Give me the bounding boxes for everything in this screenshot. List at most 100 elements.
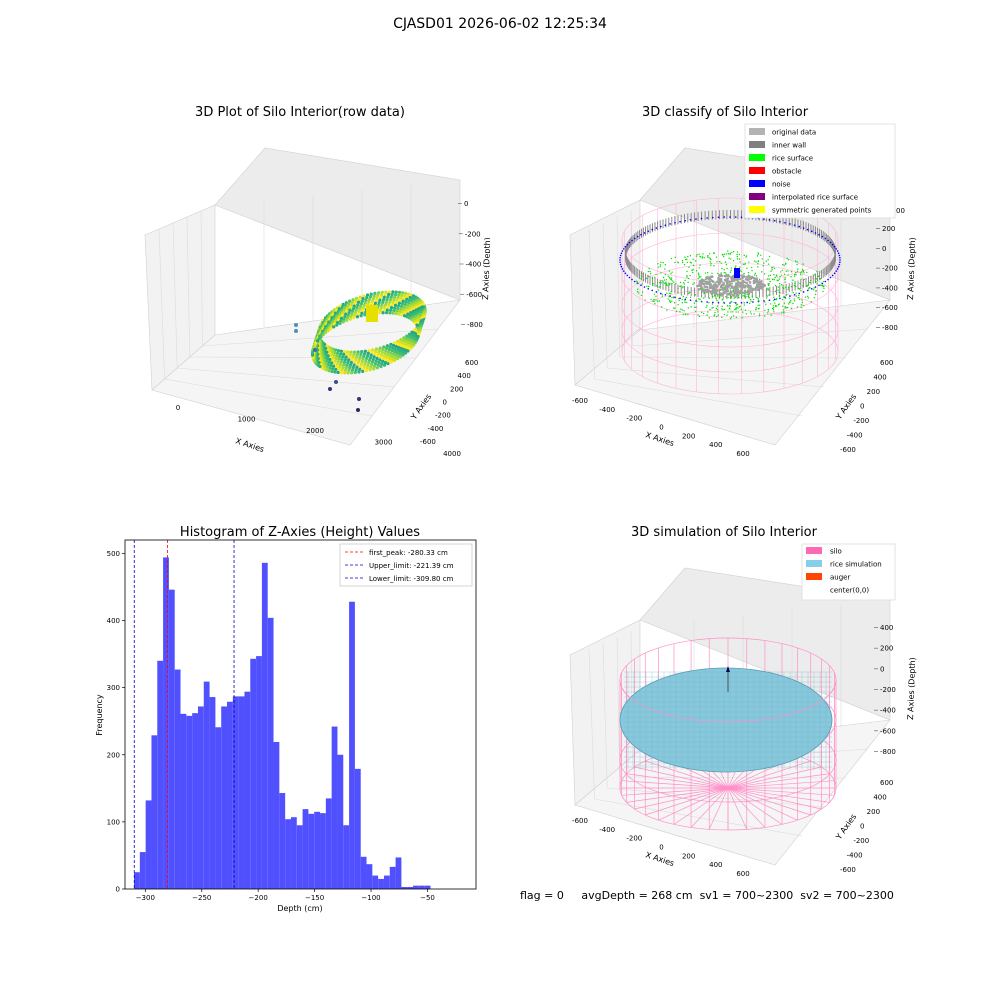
inner-wall-point xyxy=(639,270,641,273)
rice-surface-point xyxy=(786,306,789,309)
rice-surface-point xyxy=(692,268,694,271)
noise-point xyxy=(734,216,737,218)
inner-wall-point xyxy=(744,295,746,299)
noise-point xyxy=(831,243,834,246)
rice-surface-point xyxy=(667,298,669,300)
raw-plot-z-label: Z Axies (Depth) xyxy=(481,237,490,300)
raw-point xyxy=(375,356,379,361)
inner-wall-point xyxy=(791,288,793,292)
inner-wall-point xyxy=(833,249,835,253)
inner-wall-point xyxy=(824,238,826,242)
rice-surface-point xyxy=(706,304,708,307)
noise-point xyxy=(779,220,781,223)
raw-point xyxy=(363,349,367,353)
rice-surface-point xyxy=(736,251,739,253)
inner-wall-point xyxy=(726,216,728,220)
rice-surface-point xyxy=(670,277,673,279)
raw-point xyxy=(375,296,379,300)
raw-point xyxy=(402,296,406,301)
rice-surface-point xyxy=(651,277,654,280)
rice-surface-point xyxy=(783,302,786,304)
rice-surface-point xyxy=(684,256,686,258)
rice-surface-point xyxy=(696,253,698,256)
rice-surface-point xyxy=(764,301,766,303)
noise-point xyxy=(814,286,817,288)
inner-wall-point xyxy=(765,290,767,294)
z-tick-label: 00 xyxy=(896,207,905,215)
rice-surface-point xyxy=(732,260,735,262)
inner-wall-point xyxy=(628,265,630,269)
rice-surface-point xyxy=(739,261,741,263)
inner-wall-point xyxy=(683,285,685,289)
raw-point xyxy=(378,308,382,312)
rice-surface-point xyxy=(717,295,719,297)
raw-point xyxy=(348,299,352,303)
rice-surface-point xyxy=(798,298,801,301)
inner-wall-point xyxy=(827,238,829,242)
rice-surface-point xyxy=(661,295,663,297)
inner-wall-point xyxy=(662,225,664,229)
inner-wall-point xyxy=(719,213,721,217)
raw-point xyxy=(339,360,343,364)
raw-outlier-point xyxy=(294,323,298,327)
inner-wall-point xyxy=(791,282,793,286)
inner-wall-point xyxy=(674,286,676,290)
raw-point xyxy=(348,353,352,357)
inner-wall-point xyxy=(647,231,649,235)
rice-surface-point xyxy=(784,278,786,281)
rice-surface-point xyxy=(637,292,640,294)
raw-point xyxy=(353,301,357,306)
inner-wall-point xyxy=(825,233,827,237)
noise-point xyxy=(837,265,840,268)
rice-surface-point xyxy=(800,304,802,306)
rice-surface-point xyxy=(687,314,689,316)
noise-point xyxy=(717,301,720,304)
rice-surface-point xyxy=(706,314,708,316)
rice-surface-point xyxy=(730,295,732,298)
inner-wall-point xyxy=(629,241,631,245)
grid-line xyxy=(200,210,203,347)
noise-point xyxy=(806,228,809,231)
inner-wall-point xyxy=(800,223,802,227)
noise-point xyxy=(619,256,621,259)
raw-point xyxy=(354,299,358,303)
raw-point xyxy=(347,311,351,315)
original-data-point xyxy=(735,288,739,292)
noise-point xyxy=(763,218,765,220)
inner-wall-point xyxy=(630,243,632,247)
inner-wall-point xyxy=(668,223,670,227)
raw-point xyxy=(350,358,354,362)
legend-label: Lower_limit: -309.80 cm xyxy=(369,575,454,583)
x-tick-label: -400 xyxy=(599,406,615,414)
rice-surface-point xyxy=(801,301,804,304)
inner-wall-point xyxy=(824,270,826,274)
raw-point xyxy=(374,299,378,303)
raw-point xyxy=(346,304,350,308)
raw-point xyxy=(352,353,356,357)
raw-point xyxy=(378,298,382,302)
original-data-point xyxy=(726,277,730,280)
histogram-frame xyxy=(124,539,477,890)
histogram-bar xyxy=(168,589,175,889)
rice-surface-point xyxy=(687,277,690,280)
rice-surface-point xyxy=(784,306,787,308)
noise-point xyxy=(659,292,662,295)
rice-surface-point xyxy=(726,305,729,307)
inner-wall-point xyxy=(802,224,804,228)
legend-swatch xyxy=(806,586,822,593)
rice-surface-point xyxy=(786,293,788,295)
rice-surface-point xyxy=(732,311,734,313)
inner-wall-point xyxy=(800,220,802,224)
raw-point xyxy=(397,312,401,316)
histogram-bar xyxy=(139,852,146,889)
rice-surface-point xyxy=(773,311,775,313)
rice-surface-point xyxy=(772,309,775,311)
y-tick-label: -600 xyxy=(840,446,856,454)
inner-wall-point xyxy=(694,287,696,291)
raw-point xyxy=(377,360,381,365)
raw-point xyxy=(349,305,353,310)
rice-surface-point xyxy=(663,279,666,281)
inner-wall-point xyxy=(704,211,706,215)
rice-surface-point xyxy=(708,253,711,255)
x-tick-label: 2000 xyxy=(306,427,324,435)
